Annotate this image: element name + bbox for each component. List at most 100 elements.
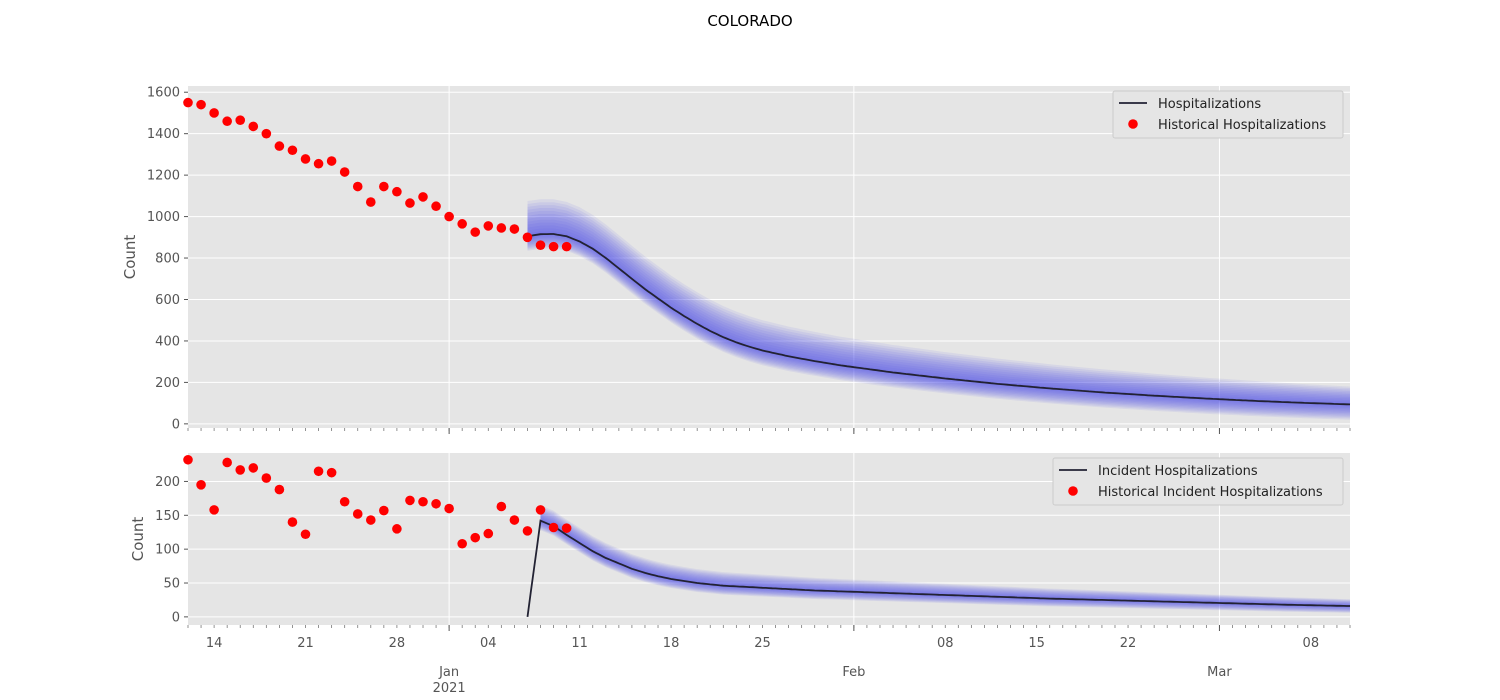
- historical-point: [418, 496, 428, 507]
- legend-box: [1052, 457, 1344, 506]
- legend-label: Hospitalizations: [1158, 97, 1261, 112]
- historical-point: [392, 186, 402, 197]
- historical-point: [470, 227, 481, 237]
- x-month-label: Mar: [1207, 665, 1232, 680]
- x-month-label: 2021: [433, 681, 466, 696]
- band-layer: [527, 225, 1350, 409]
- y-tick-label: 400: [155, 334, 180, 349]
- band-layer: [540, 506, 1350, 613]
- historical-point: [548, 522, 559, 533]
- historical-point: [339, 167, 350, 177]
- y-tick-label: 150: [155, 509, 180, 524]
- historical-point: [209, 505, 219, 515]
- figure-title: COLORADO: [707, 12, 792, 30]
- x-tick-label: 22: [1120, 636, 1137, 651]
- x-tick-label: 14: [206, 636, 223, 651]
- legend: Incident Hospitalizations Historical Inci…: [1052, 457, 1344, 506]
- historical-point: [183, 97, 193, 108]
- x-tick-label: 21: [297, 636, 314, 651]
- band-layer: [527, 219, 1350, 411]
- historical-point: [183, 454, 193, 465]
- historical-point: [222, 457, 232, 468]
- historical-point: [444, 211, 454, 222]
- band-layer: [527, 205, 1350, 418]
- historical-point: [483, 528, 494, 539]
- historical-point: [287, 517, 298, 527]
- x-tick-label: 04: [480, 636, 497, 651]
- y-tick-label: 0: [172, 610, 180, 625]
- historical-point: [496, 223, 507, 233]
- historical-point: [379, 505, 389, 516]
- y-tick-label: 1200: [147, 169, 180, 184]
- plot-background: [188, 86, 1350, 428]
- historical-point: [496, 501, 507, 512]
- historical-point: [196, 99, 206, 110]
- band-layer: [527, 202, 1350, 419]
- legend-box: [1112, 90, 1344, 139]
- historical-point: [209, 108, 219, 118]
- historical-point: [313, 466, 324, 477]
- historical-point: [522, 232, 533, 243]
- historical-point: [392, 524, 402, 534]
- historical-point: [287, 145, 298, 156]
- band-layer: [540, 518, 1350, 608]
- legend: Hospitalizations Historical Hospitalizati…: [1112, 90, 1344, 139]
- historical-point: [196, 480, 206, 490]
- band-layer: [540, 510, 1350, 611]
- historical-point: [418, 192, 428, 202]
- legend-label: Incident Hospitalizations: [1098, 464, 1258, 479]
- historical-point: [248, 463, 259, 473]
- historical-point: [483, 221, 494, 231]
- historical-point: [470, 532, 481, 543]
- x-tick-label: 18: [663, 636, 680, 651]
- historical-point: [300, 529, 311, 540]
- x-tick-label: 28: [389, 636, 406, 651]
- historical-point: [379, 181, 389, 192]
- y-tick-label: 800: [155, 252, 180, 267]
- historical-point: [561, 523, 572, 533]
- y-axis-label: Count: [121, 235, 139, 280]
- band-layer: [527, 213, 1350, 414]
- historical-point: [457, 538, 467, 549]
- forecast-line: [526, 519, 1350, 618]
- historical-point: [535, 505, 546, 515]
- band-layer: [540, 512, 1350, 610]
- band-layer: [527, 216, 1350, 412]
- historical-point: [222, 116, 232, 127]
- legend-label: Historical Hospitalizations: [1158, 118, 1326, 133]
- y-tick-label: 0: [172, 417, 180, 432]
- band-layer: [540, 514, 1350, 609]
- band-layer: [540, 509, 1350, 612]
- y-tick-label: 600: [155, 293, 180, 308]
- historical-point: [235, 115, 246, 125]
- band-layer: [527, 199, 1350, 420]
- historical-point: [522, 526, 533, 536]
- historical-point: [365, 197, 376, 207]
- band-layer: [527, 208, 1350, 416]
- band-layer: [527, 228, 1350, 407]
- historical-point: [248, 121, 259, 132]
- historical-point: [431, 201, 441, 212]
- historical-point: [274, 141, 285, 151]
- historical-point: [352, 181, 363, 192]
- historical-point: [561, 241, 572, 252]
- historical-point: [509, 515, 520, 525]
- band-layer: [527, 210, 1350, 415]
- historical-point: [405, 198, 415, 208]
- forecast-line: [527, 233, 1351, 406]
- historical-point: [457, 219, 467, 229]
- historical-point: [339, 496, 350, 507]
- historical-point: [405, 495, 415, 506]
- x-tick-label: 15: [1028, 636, 1045, 651]
- historical-point: [444, 503, 454, 514]
- forecast-band: [527, 199, 1350, 420]
- historical-point: [548, 241, 559, 252]
- band-layer: [527, 231, 1350, 406]
- historical-point: [352, 509, 363, 519]
- hospitalizations-axes: 0 200 400 600 800 1000 1200 1400 1600 Count Hospit…: [121, 86, 1351, 434]
- historical-point: [365, 515, 376, 525]
- historical-point: [431, 498, 441, 509]
- historical-point: [326, 156, 337, 166]
- x-month-label: Feb: [842, 665, 865, 680]
